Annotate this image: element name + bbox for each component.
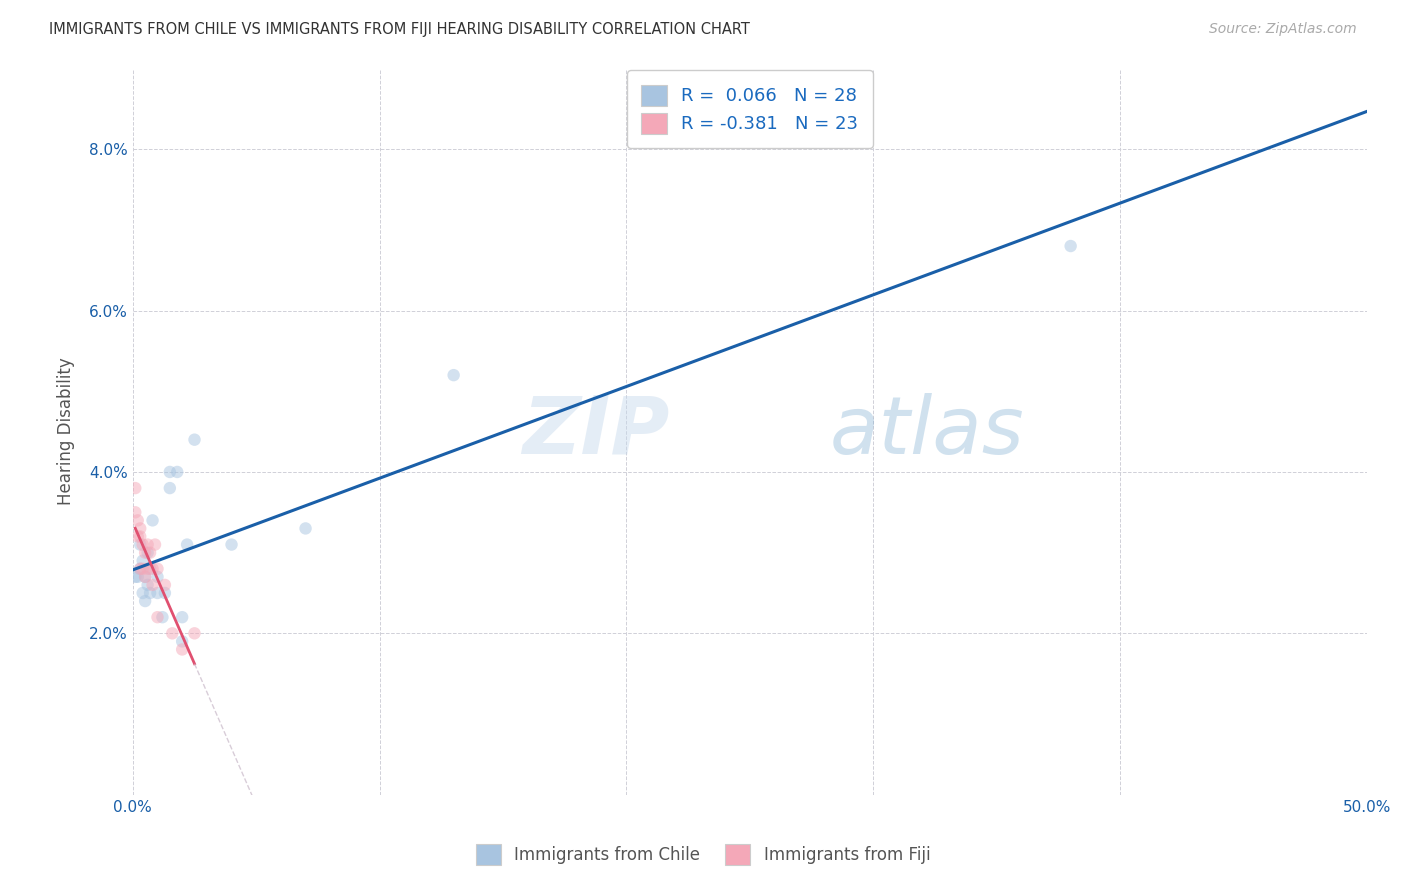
Point xyxy=(129,521,152,535)
Point xyxy=(183,433,205,447)
Point xyxy=(124,481,146,495)
Point xyxy=(139,546,162,560)
Point xyxy=(1059,239,1081,253)
Point xyxy=(294,521,316,535)
Point xyxy=(129,529,152,543)
Point xyxy=(443,368,465,383)
Point xyxy=(131,538,153,552)
Point xyxy=(129,562,152,576)
Point xyxy=(153,578,176,592)
Point xyxy=(134,570,156,584)
Point xyxy=(141,562,163,576)
Point xyxy=(131,562,153,576)
Point xyxy=(146,570,169,584)
Point xyxy=(136,538,159,552)
Point xyxy=(172,642,194,657)
Point xyxy=(127,570,149,584)
Point xyxy=(134,546,156,560)
Point xyxy=(134,594,156,608)
Point xyxy=(162,626,184,640)
Point xyxy=(136,546,159,560)
Y-axis label: Hearing Disability: Hearing Disability xyxy=(58,358,75,506)
Legend: Immigrants from Chile, Immigrants from Fiji: Immigrants from Chile, Immigrants from F… xyxy=(468,836,938,873)
Point xyxy=(153,586,176,600)
Point xyxy=(129,562,152,576)
Point xyxy=(143,538,166,552)
Text: Source: ZipAtlas.com: Source: ZipAtlas.com xyxy=(1209,22,1357,37)
Point xyxy=(136,562,159,576)
Point xyxy=(131,586,153,600)
Point xyxy=(152,610,174,624)
Point xyxy=(139,586,162,600)
Point xyxy=(127,513,149,527)
Point xyxy=(129,538,152,552)
Point xyxy=(131,554,153,568)
Text: IMMIGRANTS FROM CHILE VS IMMIGRANTS FROM FIJI HEARING DISABILITY CORRELATION CHA: IMMIGRANTS FROM CHILE VS IMMIGRANTS FROM… xyxy=(49,22,749,37)
Point xyxy=(172,634,194,648)
Point xyxy=(139,562,162,576)
Point xyxy=(146,562,169,576)
Point xyxy=(146,610,169,624)
Point xyxy=(127,529,149,543)
Text: ZIP: ZIP xyxy=(522,392,669,471)
Text: atlas: atlas xyxy=(830,392,1025,471)
Point xyxy=(124,570,146,584)
Point xyxy=(141,578,163,592)
Point xyxy=(221,538,243,552)
Point xyxy=(141,513,163,527)
Point xyxy=(124,505,146,519)
Point xyxy=(136,578,159,592)
Point xyxy=(134,570,156,584)
Point xyxy=(146,586,169,600)
Point xyxy=(166,465,188,479)
Point xyxy=(159,465,181,479)
Point xyxy=(183,626,205,640)
Point xyxy=(172,610,194,624)
Point xyxy=(159,481,181,495)
Legend: R =  0.066   N = 28, R = -0.381   N = 23: R = 0.066 N = 28, R = -0.381 N = 23 xyxy=(627,70,873,148)
Point xyxy=(176,538,198,552)
